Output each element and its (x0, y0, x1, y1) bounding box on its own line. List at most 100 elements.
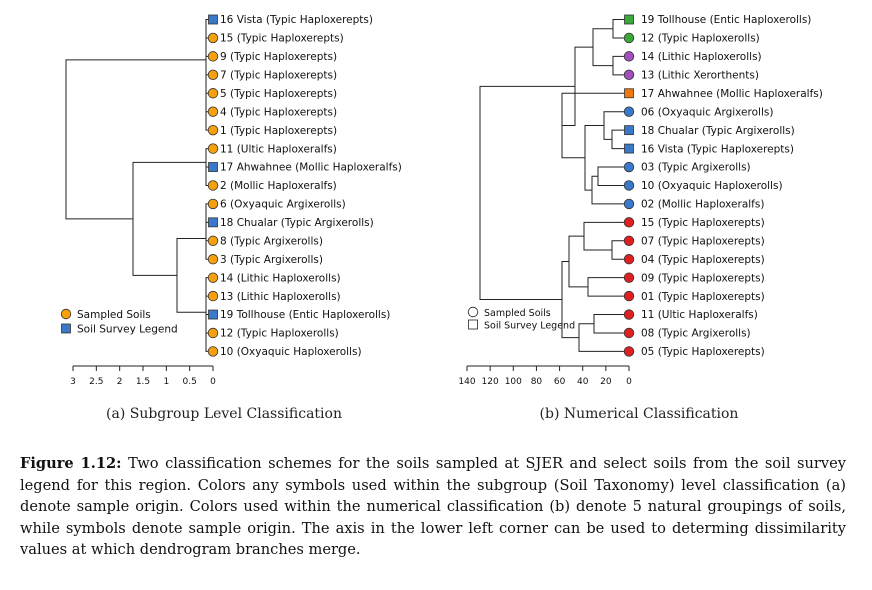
panel-b-branches (479, 19, 629, 352)
panel-a-branch (176, 237, 206, 313)
panel-b-leaf-label: 13 (Lithic Xerorthents) (641, 70, 759, 82)
panel-b-leaf-marker-circle-icon (623, 69, 635, 81)
panel-a-leaf-marker-circle-icon (207, 180, 219, 191)
panel-b-axis-tick-label: 100 (505, 377, 522, 387)
panel-b-branch (593, 314, 629, 334)
panel-a-leaf-label: 18 Chualar (Typic Argixerolls) (220, 217, 374, 229)
caption-text: Two classification schemes for the soils… (20, 455, 847, 558)
panel-b-axis-tick-label: 80 (531, 377, 543, 387)
panel-b-leaf-label: 15 (Typic Haploxerepts) (641, 217, 765, 229)
panel-b-leaf-label: 17 Ahwahnee (Mollic Haploxeralfs) (641, 88, 823, 100)
panel-b-branch (597, 166, 629, 186)
panel-a-leaf-label: 14 (Lithic Haploxerolls) (220, 272, 341, 284)
panel-b-leaf-marker-circle-icon (623, 290, 635, 302)
panel-b-leaf-label: 04 (Typic Haploxerepts) (641, 254, 765, 266)
panel-b-leaf-label: 18 Chualar (Typic Argixerolls) (641, 125, 795, 137)
panel-b-leaf-marker-square-icon (624, 88, 634, 99)
panel-a-leaf-marker-circle-icon (207, 69, 219, 81)
panel-b-leaf-marker-circle-icon (623, 327, 635, 339)
panel-b-leaf-label: 09 (Typic Haploxerepts) (641, 272, 765, 284)
panel-a-leaf-label: 3 (Typic Argixerolls) (220, 254, 323, 266)
panel-a-branch (132, 161, 206, 276)
panel-b-legend-label: Sampled Soils (484, 308, 551, 319)
panel-a-axis-tick-label: 0 (210, 377, 216, 387)
panel-b-leaf-marker-circle-icon (623, 106, 635, 117)
panel-a-axis: 3 2.5 2 1.5 1 0.5 0 (70, 365, 216, 387)
panel-b-leaf-label: 05 (Typic Haploxerepts) (641, 346, 765, 358)
panel-a-axis-tick-label: 1.5 (136, 377, 150, 387)
panel-a-leaf-label: 8 (Typic Argixerolls) (220, 235, 323, 247)
panel-b-leaf-marker-circle-icon (623, 309, 635, 320)
panel-a-subcaption: (a) Subgroup Level Classification (106, 406, 342, 422)
panel-a-leaf-label: 12 (Typic Haploxerolls) (220, 328, 339, 340)
panel-a-axis-tick-label: 1 (163, 377, 169, 387)
panel-a-leaf-label: 19 Tollhouse (Entic Haploxerolls) (220, 309, 390, 321)
panel-b-leaf-marker-square-icon (624, 14, 634, 25)
panel-a-leaf-marker-circle-icon (207, 124, 219, 136)
panel-a-dendrogram: 16 Vista (Typic Haploxerepts)15 (Typic H… (60, 14, 402, 422)
panel-b-branch (583, 221, 629, 251)
panel-b-branch (578, 323, 629, 352)
panel-a-legend-label: Soil Survey Legend (77, 323, 178, 335)
panel-a-axis-tick-label: 0.5 (183, 377, 197, 387)
panel-b-leaf-label: 19 Tollhouse (Entic Haploxerolls) (641, 14, 811, 26)
panel-b-legend-circle-icon (467, 306, 479, 318)
panel-a-leaf-marker-circle-icon (207, 254, 219, 265)
panel-a-leaf-label: 1 (Typic Haploxerepts) (220, 125, 337, 137)
panel-a-leaf-label: 6 (Oxyaquic Argixerolls) (220, 199, 346, 211)
panel-a-leaf-label: 2 (Mollic Haploxeralfs) (220, 180, 337, 192)
panel-a-branch (65, 59, 206, 220)
panel-a-leaf-label: 16 Vista (Typic Haploxerepts) (220, 14, 373, 26)
panel-b-axis-tick-label: 60 (554, 377, 566, 387)
panel-b-leaf-marker-circle-icon (623, 161, 635, 173)
panel-a-leaf-marker-circle-icon (207, 32, 219, 44)
panel-b-subcaption: (b) Numerical Classification (540, 406, 739, 422)
panel-a-leaf-label: 13 (Lithic Haploxerolls) (220, 291, 341, 303)
panel-b-leaf-label: 16 Vista (Typic Haploxerepts) (641, 143, 794, 155)
panel-b-axis: 140 120 100 80 60 40 20 0 (458, 365, 632, 387)
panel-b-axis-tick-label: 40 (577, 377, 589, 387)
panel-a-leaf-marker-circle-icon (207, 290, 219, 302)
panel-b-leaf-marker-circle-icon (623, 272, 635, 283)
panel-a-leaves: 16 Vista (Typic Haploxerepts) 15 (Typic H… (207, 14, 402, 358)
panel-b-axis-tick-label: 120 (482, 377, 499, 387)
panel-a-leaf-label: 15 (Typic Haploxerepts) (220, 33, 344, 45)
panel-b-axis-tick-label: 0 (626, 377, 632, 387)
panel-a-leaf-marker-circle-icon (207, 327, 219, 339)
panel-a-leaf-marker-square-icon (208, 309, 218, 320)
panel-b-leaf-marker-circle-icon (623, 32, 635, 44)
panel-b-dendrogram: 19 Tollhouse (Entic Haploxerolls) 12 (Typ… (458, 14, 822, 422)
panel-b-axis-tick-label: 140 (458, 377, 475, 387)
panel-b-leaves: 19 Tollhouse (Entic Haploxerolls) 12 (Typ… (623, 14, 823, 358)
panel-b-leaf-label: 01 (Typic Haploxerepts) (641, 291, 765, 303)
panel-a-branches (65, 19, 213, 352)
panel-b-legend-label: Soil Survey Legend (484, 320, 575, 331)
figure-caption: Figure 1.12: Two classification schemes … (20, 453, 846, 561)
panel-b-leaf-marker-circle-icon (623, 198, 635, 210)
panel-a-leaf-label: 7 (Typic Haploxerepts) (220, 70, 337, 82)
panel-a-leaf-marker-circle-icon (207, 88, 219, 99)
panel-a-leaf-label: 10 (Oxyaquic Haploxerolls) (220, 346, 362, 358)
panel-b-leaf-marker-square-icon (624, 125, 634, 136)
panel-b-leaf-marker-circle-icon (623, 235, 635, 246)
panel-a-legend-label: Sampled Soils (77, 309, 151, 321)
figure-canvas: 16 Vista (Typic Haploxerepts)15 (Typic H… (60, 14, 823, 422)
panel-b-leaf-label: 10 (Oxyaquic Haploxerolls) (641, 180, 783, 192)
panel-a-leaf-label: 9 (Typic Haploxerepts) (220, 51, 337, 63)
panel-a-leaf-marker-circle-icon (207, 346, 219, 357)
panel-b-leaf-marker-circle-icon (623, 51, 635, 62)
panel-b-leaf-label: 02 (Mollic Haploxeralfs) (641, 199, 764, 211)
panel-b-branch (592, 28, 613, 67)
panel-a-leaf-marker-circle-icon (207, 198, 219, 210)
panel-a-leaf-marker-circle-icon (207, 272, 219, 283)
panel-b-leaf-label: 11 (Ultic Haploxeralfs) (641, 309, 758, 321)
panel-b-leaf-label: 12 (Typic Haploxerolls) (641, 33, 760, 45)
panel-b-leaf-marker-square-icon (624, 143, 634, 154)
panel-b-legend-square-icon (468, 319, 478, 330)
panel-a-leaf-label: 5 (Typic Haploxerepts) (220, 88, 337, 100)
panel-b-leaf-label: 14 (Lithic Haploxerolls) (641, 51, 762, 63)
panel-b-leaf-marker-circle-icon (623, 346, 635, 357)
panel-a-leaf-marker-square-icon (208, 217, 218, 228)
panel-a-leaf-label: 17 Ahwahnee (Mollic Haploxeralfs) (220, 162, 402, 174)
